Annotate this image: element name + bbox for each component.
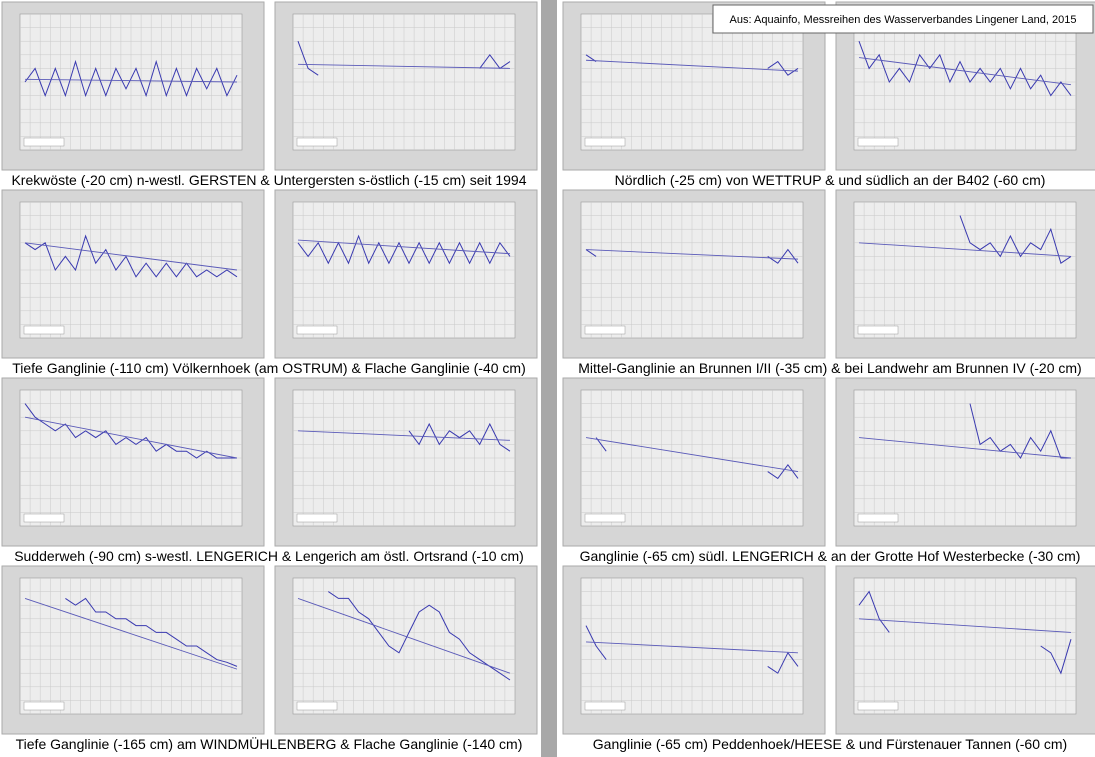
- trend-line: [24, 416, 238, 459]
- legend-box: [296, 701, 338, 711]
- legend-box: [296, 513, 338, 523]
- legend-box: [23, 137, 65, 147]
- caption: Ganglinie (-65 cm) Peddenhoek/HEESE & un…: [593, 736, 1067, 752]
- water-level-line: [24, 403, 237, 459]
- legend-box: [23, 325, 65, 335]
- caption: Ganglinie (-65 cm) südl. LENGERICH & an …: [580, 548, 1081, 564]
- trend-line: [24, 597, 238, 670]
- trend-line: [586, 641, 798, 654]
- water-level-line: [328, 591, 511, 681]
- trend-line: [859, 618, 1071, 633]
- legend-box: [296, 325, 338, 335]
- caption: Sudderweh (-90 cm) s-westl. LENGERICH & …: [14, 548, 524, 564]
- trend-line: [25, 78, 237, 83]
- legend-box: [584, 701, 626, 711]
- legend-box: [23, 513, 65, 523]
- trend-line: [858, 57, 1072, 86]
- trend-line: [24, 242, 238, 271]
- legend-box: [857, 137, 899, 147]
- caption: Tiefe Ganglinie (-165 cm) am WINDMÜHLENB…: [16, 735, 523, 752]
- legend-box: [857, 513, 899, 523]
- water-level-line: [24, 59, 238, 98]
- trend-line: [298, 63, 510, 69]
- water-level-line: [858, 590, 1072, 675]
- legend-box: [23, 701, 65, 711]
- legend-box: [584, 325, 626, 335]
- caption: Mittel-Ganglinie an Brunnen I/II (-35 cm…: [578, 360, 1081, 376]
- water-level-line: [24, 234, 238, 278]
- trend-line: [297, 597, 511, 674]
- water-level-line: [585, 248, 799, 264]
- water-level-line: [297, 41, 511, 76]
- separator: [541, 0, 557, 757]
- legend-box: [857, 701, 899, 711]
- trend-line: [859, 437, 1071, 459]
- legend-box: [296, 137, 338, 147]
- trend-line: [298, 239, 510, 255]
- trend-line: [586, 249, 798, 260]
- source-box: [712, 4, 1094, 34]
- water-level-line: [408, 422, 511, 452]
- water-level-line: [959, 215, 1072, 264]
- caption: Nördlich (-25 cm) von WETTRUP & und südl…: [615, 172, 1046, 188]
- water-level-line: [858, 41, 1072, 97]
- trend-line: [586, 59, 798, 72]
- caption: Krekwöste (-20 cm) n-westl. GERSTEN & Un…: [11, 172, 526, 188]
- trend-line: [298, 430, 510, 441]
- trend-line: [859, 242, 1071, 257]
- water-level-line: [585, 625, 799, 674]
- water-level-line: [969, 403, 1071, 459]
- legend-box: [584, 513, 626, 523]
- legend-box: [584, 137, 626, 147]
- water-level-line: [297, 234, 511, 265]
- caption: Tiefe Ganglinie (-110 cm) Völkernhoek (a…: [12, 360, 526, 376]
- water-level-line: [65, 597, 238, 667]
- legend-box: [857, 325, 899, 335]
- trend-line: [585, 437, 799, 473]
- source-note: Aus: Aquainfo, Messreihen des Wasserverb…: [730, 14, 1077, 26]
